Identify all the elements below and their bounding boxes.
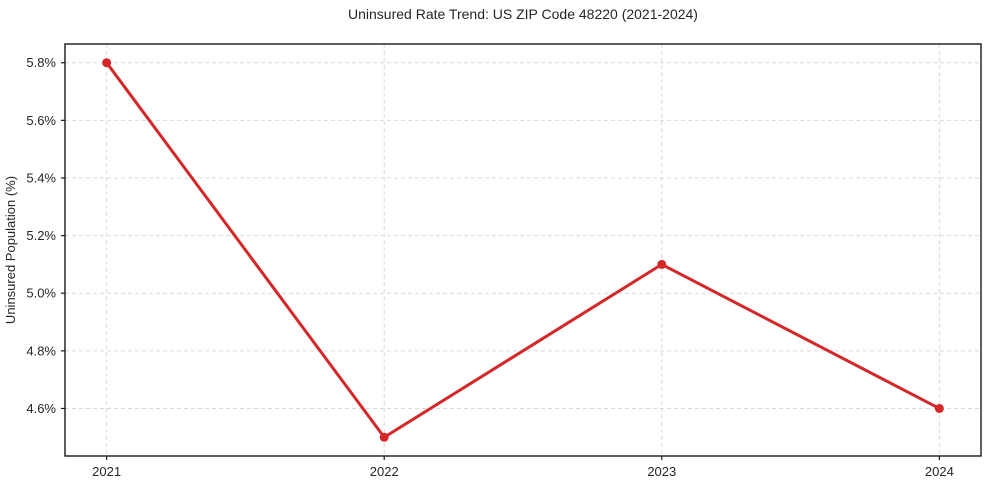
y-tick-label: 5.0% xyxy=(26,286,56,301)
y-tick-label: 4.6% xyxy=(26,401,56,416)
series-layer xyxy=(102,58,944,442)
data-point-marker xyxy=(102,58,112,68)
y-tick-label: 5.6% xyxy=(26,113,56,128)
plot-border xyxy=(64,43,982,457)
trend-line xyxy=(105,61,941,439)
x-tick-label: 2024 xyxy=(925,464,954,479)
y-tick-label: 5.2% xyxy=(26,228,56,243)
chart-title: Uninsured Rate Trend: US ZIP Code 48220 … xyxy=(348,6,698,22)
x-tick-label: 2021 xyxy=(92,464,121,479)
x-tick-label: 2023 xyxy=(647,464,676,479)
data-point-marker xyxy=(657,259,667,269)
tick-layer: 4.6% 4.8% 5.0% 5.2% 5.4% 5.6% 5.8% 2021 2022 2023… xyxy=(26,55,953,479)
data-point-marker xyxy=(379,432,389,442)
data-point-marker xyxy=(934,403,944,413)
y-tick-label: 4.8% xyxy=(26,343,56,358)
y-axis-label: Uninsured Population (%) xyxy=(3,176,18,324)
y-tick-label: 5.4% xyxy=(26,170,56,185)
x-tick-label: 2022 xyxy=(370,464,399,479)
grid-layer xyxy=(65,44,981,456)
y-tick-label: 5.8% xyxy=(26,55,56,70)
